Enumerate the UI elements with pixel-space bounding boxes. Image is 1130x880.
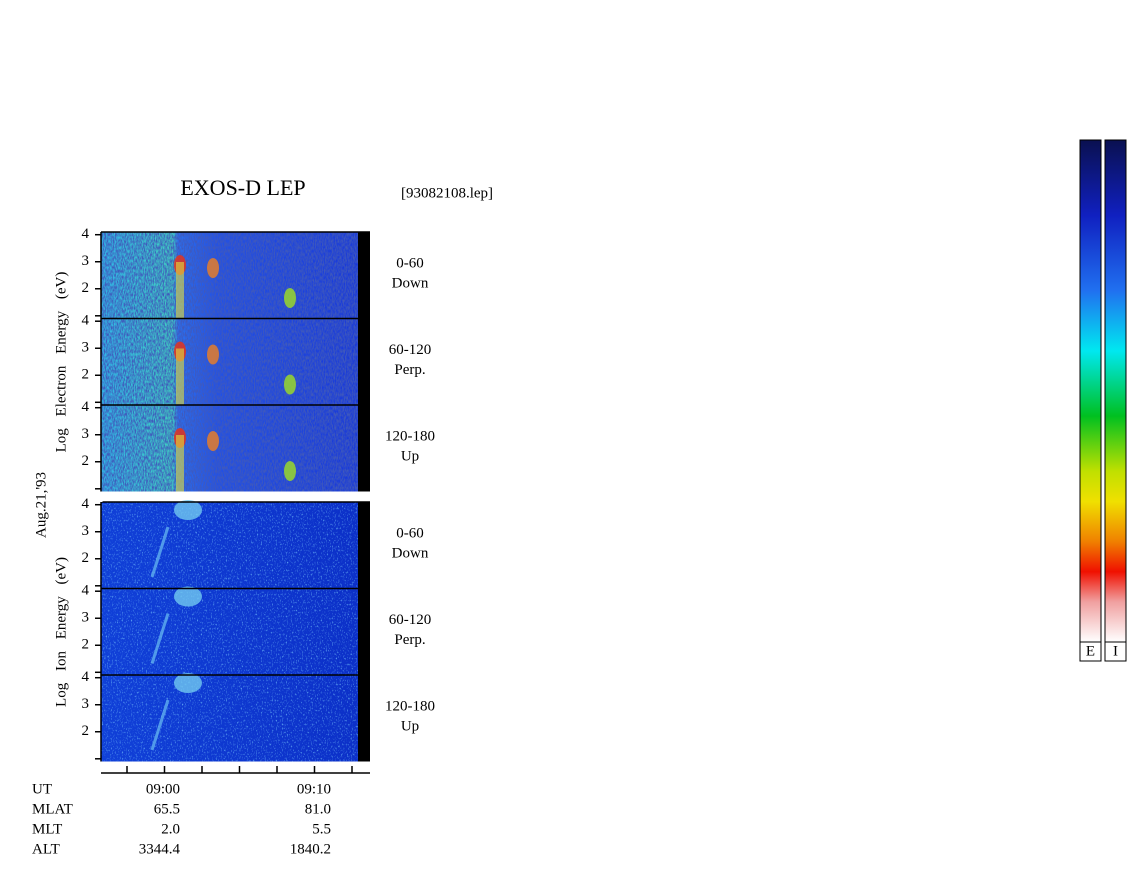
y-axis-label: Log Electron Energy (eV) (53, 272, 69, 453)
orbit-cell: 3344.4 (139, 841, 181, 857)
pitch-range: 0-60 (396, 255, 424, 271)
data-strip (358, 232, 370, 319)
colorbar-label: E (1086, 643, 1095, 659)
orbit-cell: 5.5 (312, 821, 331, 837)
y-tick-label: 4 (82, 583, 90, 599)
data-strip (358, 502, 370, 589)
spectrogram-noise (101, 232, 358, 319)
y-tick-label: 4 (82, 313, 90, 329)
orbit-cell: 1840.2 (290, 841, 331, 857)
data-strip (358, 405, 370, 492)
spectrogram-feature (207, 258, 219, 278)
colorbar-label-box (1079, 641, 1102, 662)
y-tick-label: 4 (82, 399, 90, 415)
pitch-range: 120-180 (385, 698, 435, 714)
spectrogram-feature (176, 348, 184, 405)
y-tick-label: 3 (82, 253, 90, 269)
spectrogram-feature (174, 500, 202, 520)
pitch-direction: Up (401, 718, 419, 734)
y-tick-label: 2 (82, 637, 90, 653)
y-tick-label: 4 (82, 226, 90, 242)
colorbar (1104, 139, 1127, 643)
file-name: [93082108.lep] (401, 185, 493, 201)
data-strip (358, 318, 370, 405)
y-tick-label: 2 (82, 453, 90, 469)
orbit-cell: 65.5 (154, 801, 180, 817)
pitch-range: 60-120 (389, 342, 432, 358)
y-tick-label: 3 (82, 426, 90, 442)
pitch-range: 60-120 (389, 612, 432, 628)
colorbar (1079, 139, 1102, 643)
y-axis-label: Log Ion Energy (eV) (53, 557, 69, 707)
orbit-cell: MLAT (32, 801, 73, 817)
y-tick-label: 3 (82, 696, 90, 712)
pitch-range: 0-60 (396, 525, 424, 541)
y-tick-label: 3 (82, 523, 90, 539)
pitch-range: 120-180 (385, 428, 435, 444)
spectrogram-feature (150, 613, 170, 664)
spectrogram-noise (101, 588, 358, 675)
colorbar-label: I (1113, 643, 1118, 659)
pitch-direction: Down (392, 275, 429, 291)
spectrogram-feature (284, 374, 296, 395)
orbit-cell: 2.0 (161, 821, 180, 837)
orbit-cell: 81.0 (305, 801, 331, 817)
y-tick-label: 2 (82, 280, 90, 296)
y-tick-label: 4 (82, 496, 90, 512)
colorbar-label-box (1104, 641, 1127, 662)
orbit-cell: MLT (32, 821, 62, 837)
orbit-cell: 09:10 (297, 781, 331, 797)
y-tick-label: 3 (82, 610, 90, 626)
spectrogram-feature (284, 288, 296, 308)
pitch-direction: Down (392, 545, 429, 561)
y-tick-label: 4 (82, 669, 90, 685)
spectrogram-feature (207, 344, 219, 365)
spectrogram-feature (174, 586, 202, 607)
y-tick-label: 2 (82, 550, 90, 566)
y-tick-label: 2 (82, 723, 90, 739)
spectrogram-feature (176, 435, 184, 492)
orbit-cell: 09:00 (146, 781, 180, 797)
y-tick-label: 2 (82, 367, 90, 383)
spectrogram-noise (101, 502, 358, 589)
spectrogram-feature (284, 461, 296, 481)
spectrogram-feature (207, 431, 219, 451)
spectrogram-feature (174, 673, 202, 693)
data-strip (358, 588, 370, 675)
date: Aug.21,'93 (33, 472, 49, 538)
data-strip (358, 675, 370, 762)
spectrogram-noise (101, 318, 358, 405)
y-tick-label: 3 (82, 340, 90, 356)
spectrogram-noise (101, 675, 358, 762)
pitch-direction: Up (401, 448, 419, 464)
pitch-direction: Perp. (394, 632, 425, 648)
spectrogram-noise (101, 405, 358, 492)
spectrogram-feature (150, 699, 170, 751)
spectrogram-feature (176, 262, 184, 319)
pitch-direction: Perp. (394, 362, 425, 378)
spectrogram-feature (150, 526, 170, 578)
orbit-cell: UT (32, 781, 52, 797)
orbit-cell: ALT (32, 841, 60, 857)
title: EXOS-D LEP (180, 175, 305, 200)
